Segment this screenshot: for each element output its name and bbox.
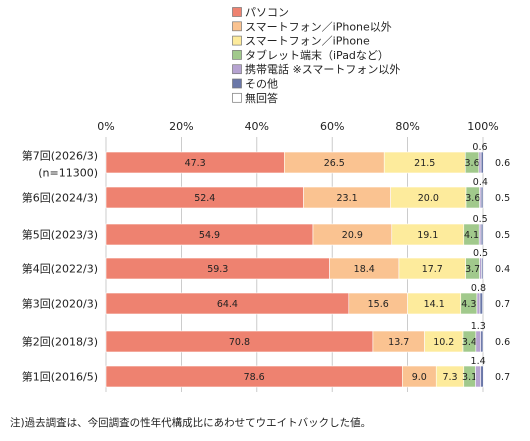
data-label: 19.1 bbox=[417, 230, 438, 241]
category-label: 第2回(2018/3) bbox=[22, 335, 98, 349]
data-label: 20.9 bbox=[342, 230, 363, 241]
x-tick-label: 0% bbox=[97, 120, 114, 133]
data-label: 0.4 bbox=[495, 264, 510, 275]
legend-label: タブレット端末（iPadなど） bbox=[245, 48, 389, 62]
data-label: 14.1 bbox=[424, 299, 445, 310]
data-label: 0.7 bbox=[495, 299, 510, 310]
data-label: 0.7 bbox=[495, 372, 510, 383]
legend-swatch bbox=[232, 50, 242, 60]
plot-area: 第7回(2026/3) (n=11300) 47.3 26.5 21.5 3.6 0.6 0.… bbox=[22, 137, 510, 392]
legend-swatch bbox=[232, 21, 242, 32]
bar-segment bbox=[475, 330, 482, 353]
data-label: 64.4 bbox=[217, 299, 238, 310]
data-label: 9.0 bbox=[412, 372, 427, 383]
data-label: 10.2 bbox=[433, 337, 454, 348]
data-label: 20.0 bbox=[418, 193, 439, 204]
legend-label: パソコン bbox=[245, 6, 289, 19]
legend-label: 無回答 bbox=[245, 91, 278, 105]
legend-swatch bbox=[232, 92, 242, 103]
footnote: 注)過去調査は、今回調査の性年代構成比にあわせてウエイトバックした値。 bbox=[10, 416, 371, 429]
data-label: 7.3 bbox=[442, 372, 457, 383]
data-label: 0.5 bbox=[473, 248, 488, 259]
data-label: 47.3 bbox=[185, 158, 206, 169]
legend-label: 携帯電話 ※スマートフォン以外 bbox=[245, 62, 400, 76]
data-label: 59.3 bbox=[207, 264, 228, 275]
data-label: 1.3 bbox=[471, 321, 486, 332]
data-label: 78.6 bbox=[244, 372, 265, 383]
legend-label: スマートフォン／iPhone bbox=[245, 35, 370, 48]
x-tick-label: 60% bbox=[320, 120, 344, 133]
bar-segment bbox=[479, 292, 483, 315]
x-tick-label: 100% bbox=[467, 120, 498, 133]
data-label: 0.8 bbox=[471, 283, 486, 294]
bar-segment bbox=[480, 151, 484, 174]
data-label: 1.4 bbox=[471, 356, 486, 367]
data-label: 15.6 bbox=[368, 299, 389, 310]
data-label: 3.1 bbox=[462, 372, 477, 383]
legend-swatch bbox=[232, 64, 242, 75]
category-label: 第1回(2016/5) bbox=[22, 370, 98, 384]
category-label: 第5回(2023/3) bbox=[22, 228, 98, 242]
data-label: 0.4 bbox=[473, 177, 488, 188]
legend-label: その他 bbox=[245, 78, 278, 91]
data-label: 70.8 bbox=[229, 337, 250, 348]
x-tick-label: 40% bbox=[245, 120, 269, 133]
legend: パソコンスマートフォン／iPhone以外スマートフォン／iPhoneタブレット端… bbox=[232, 6, 400, 105]
data-label: 21.5 bbox=[414, 158, 435, 169]
data-label: 4.3 bbox=[461, 299, 476, 310]
data-label: 52.4 bbox=[194, 193, 215, 204]
data-label: 0.5 bbox=[495, 230, 510, 241]
data-label: 0.5 bbox=[495, 193, 510, 204]
data-label: 0.6 bbox=[472, 142, 487, 153]
legend-swatch bbox=[232, 78, 242, 89]
data-label: 3.6 bbox=[465, 158, 480, 169]
legend-label: スマートフォン／iPhone以外 bbox=[245, 20, 392, 33]
bar-segment bbox=[475, 365, 482, 388]
bar-segment bbox=[476, 292, 481, 315]
legend-swatch bbox=[232, 7, 242, 17]
data-label: 17.7 bbox=[422, 264, 443, 275]
x-tick-label: 80% bbox=[395, 120, 419, 133]
bar-segment bbox=[481, 257, 484, 280]
bar-segment bbox=[480, 330, 484, 353]
bar-segment bbox=[478, 151, 482, 174]
category-label: (n=11300) bbox=[38, 167, 98, 180]
category-label: 第4回(2022/3) bbox=[22, 262, 98, 276]
data-label: 3.6 bbox=[465, 193, 480, 204]
data-label: 26.5 bbox=[324, 158, 345, 169]
bar-segment bbox=[480, 365, 484, 388]
category-label: 第3回(2020/3) bbox=[22, 297, 98, 311]
data-label: 0.6 bbox=[495, 158, 510, 169]
data-label: 3.4 bbox=[462, 337, 477, 348]
legend-swatch bbox=[232, 35, 242, 46]
category-label: 第7回(2026/3) bbox=[22, 149, 98, 163]
data-label: 23.1 bbox=[337, 193, 358, 204]
data-label: 18.4 bbox=[354, 264, 375, 275]
bar-segment bbox=[480, 186, 484, 209]
x-axis-ticks: 0% 20% 40% 60% 80% 100% bbox=[97, 120, 498, 133]
data-label: 3.7 bbox=[465, 264, 480, 275]
data-label: 54.9 bbox=[199, 230, 220, 241]
data-label: 0.5 bbox=[473, 214, 488, 225]
x-tick-label: 20% bbox=[169, 120, 193, 133]
data-label: 13.7 bbox=[388, 337, 409, 348]
data-label: 0.6 bbox=[495, 337, 510, 348]
category-label: 第6回(2024/3) bbox=[22, 191, 98, 205]
bar-segment bbox=[480, 223, 484, 246]
data-label: 4.1 bbox=[464, 230, 479, 241]
